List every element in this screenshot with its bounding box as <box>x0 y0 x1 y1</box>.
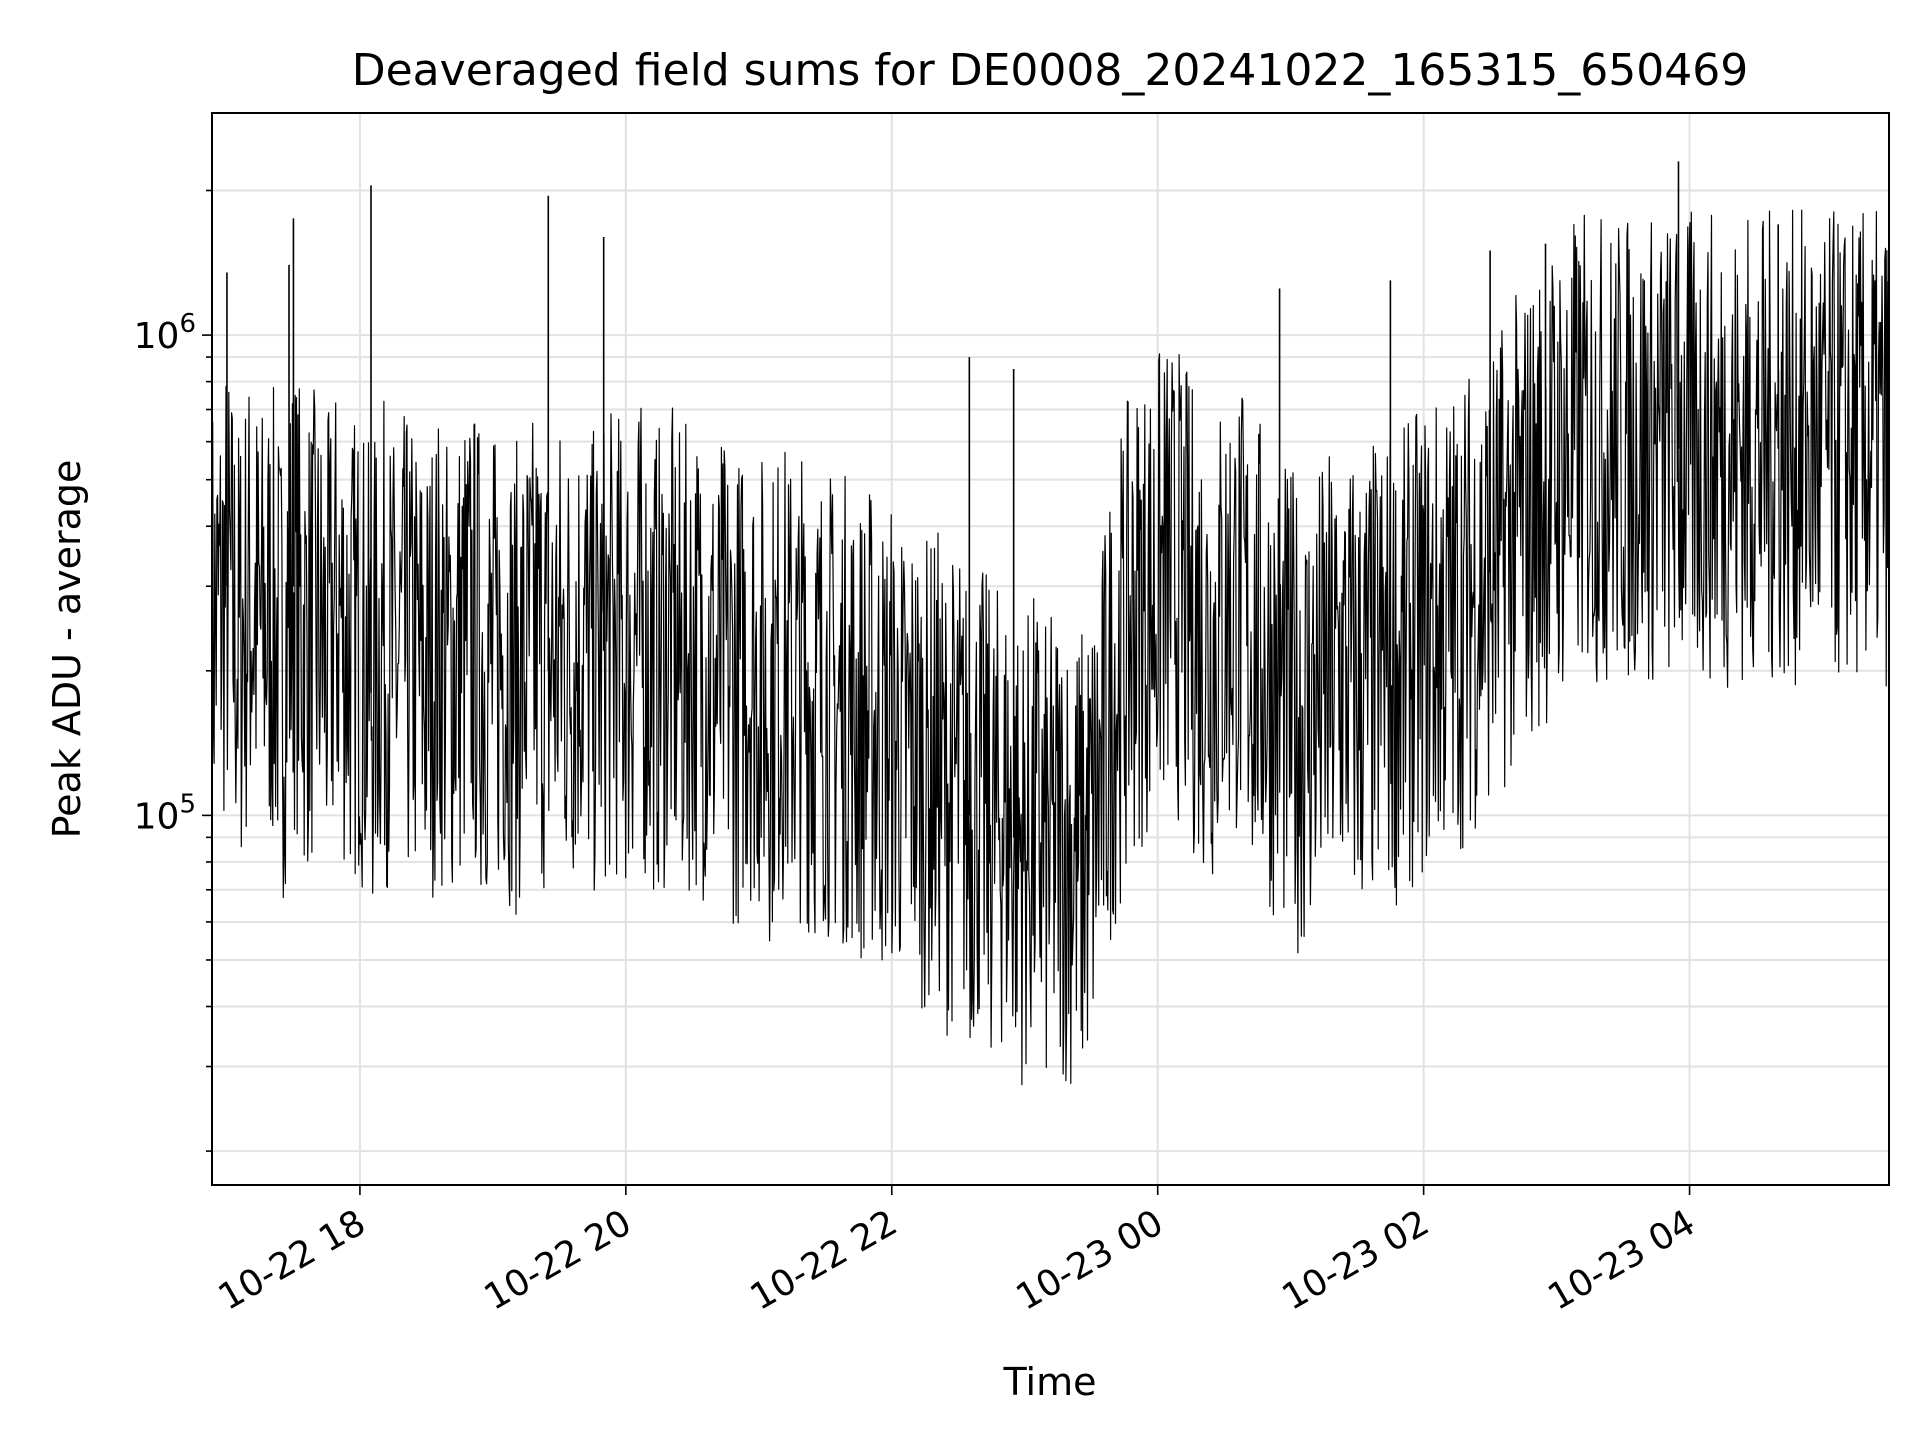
chart-title: Deaveraged field sums for DE0008_2024102… <box>352 45 1749 96</box>
y-axis-label: Peak ADU - average <box>45 460 89 839</box>
y-axis-ticks: 105 106 <box>134 189 212 1152</box>
axes-frame <box>211 112 1890 1186</box>
y-tick-label: 106 <box>134 309 196 357</box>
data-series-line <box>211 209 1890 1086</box>
plot-area <box>211 161 1890 1086</box>
x-axis-label: Time <box>1003 1360 1097 1404</box>
y-tick-label: 105 <box>134 789 196 837</box>
